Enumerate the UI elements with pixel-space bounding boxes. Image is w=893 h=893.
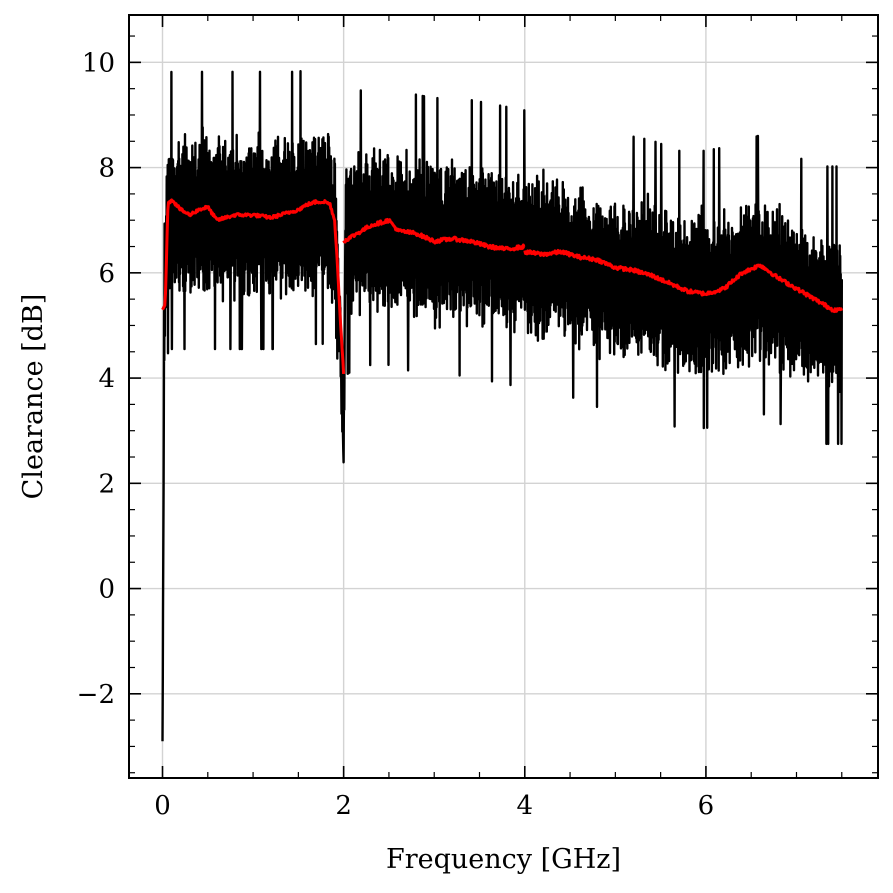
y-tick-label-2: 2 — [98, 469, 115, 499]
y-axis-label: Clearance [dB] — [18, 294, 49, 500]
axis-ticks — [129, 15, 878, 778]
x-tick-label-0: 0 — [154, 791, 171, 821]
plot-frame — [128, 14, 879, 779]
y-tick-label-6: 10 — [82, 48, 115, 78]
y-tick-label-4: 6 — [98, 259, 115, 289]
smoothed-line-segment-2 — [523, 249, 844, 313]
series-0 — [161, 70, 843, 742]
smoothed-line-segment-0 — [161, 198, 346, 374]
x-tick-label-2: 4 — [517, 791, 534, 821]
y-tick-label-0: −2 — [77, 680, 115, 710]
y-tick-label-1: 0 — [98, 575, 115, 605]
measured-line — [161, 70, 843, 742]
series-layer — [161, 70, 844, 742]
y-tick-label-3: 4 — [98, 364, 115, 394]
series-1 — [161, 198, 844, 374]
x-tick-label-3: 6 — [698, 791, 715, 821]
tick-labels: 0 2 4 6 −2 0 2 4 6 8 10 — [77, 48, 715, 821]
smoothed-line-segment-1 — [342, 217, 526, 252]
grid-lines — [129, 15, 878, 778]
x-axis-label: Frequency [GHz] — [386, 844, 621, 875]
x-tick-label-1: 2 — [335, 791, 352, 821]
y-tick-label-5: 8 — [98, 154, 115, 184]
